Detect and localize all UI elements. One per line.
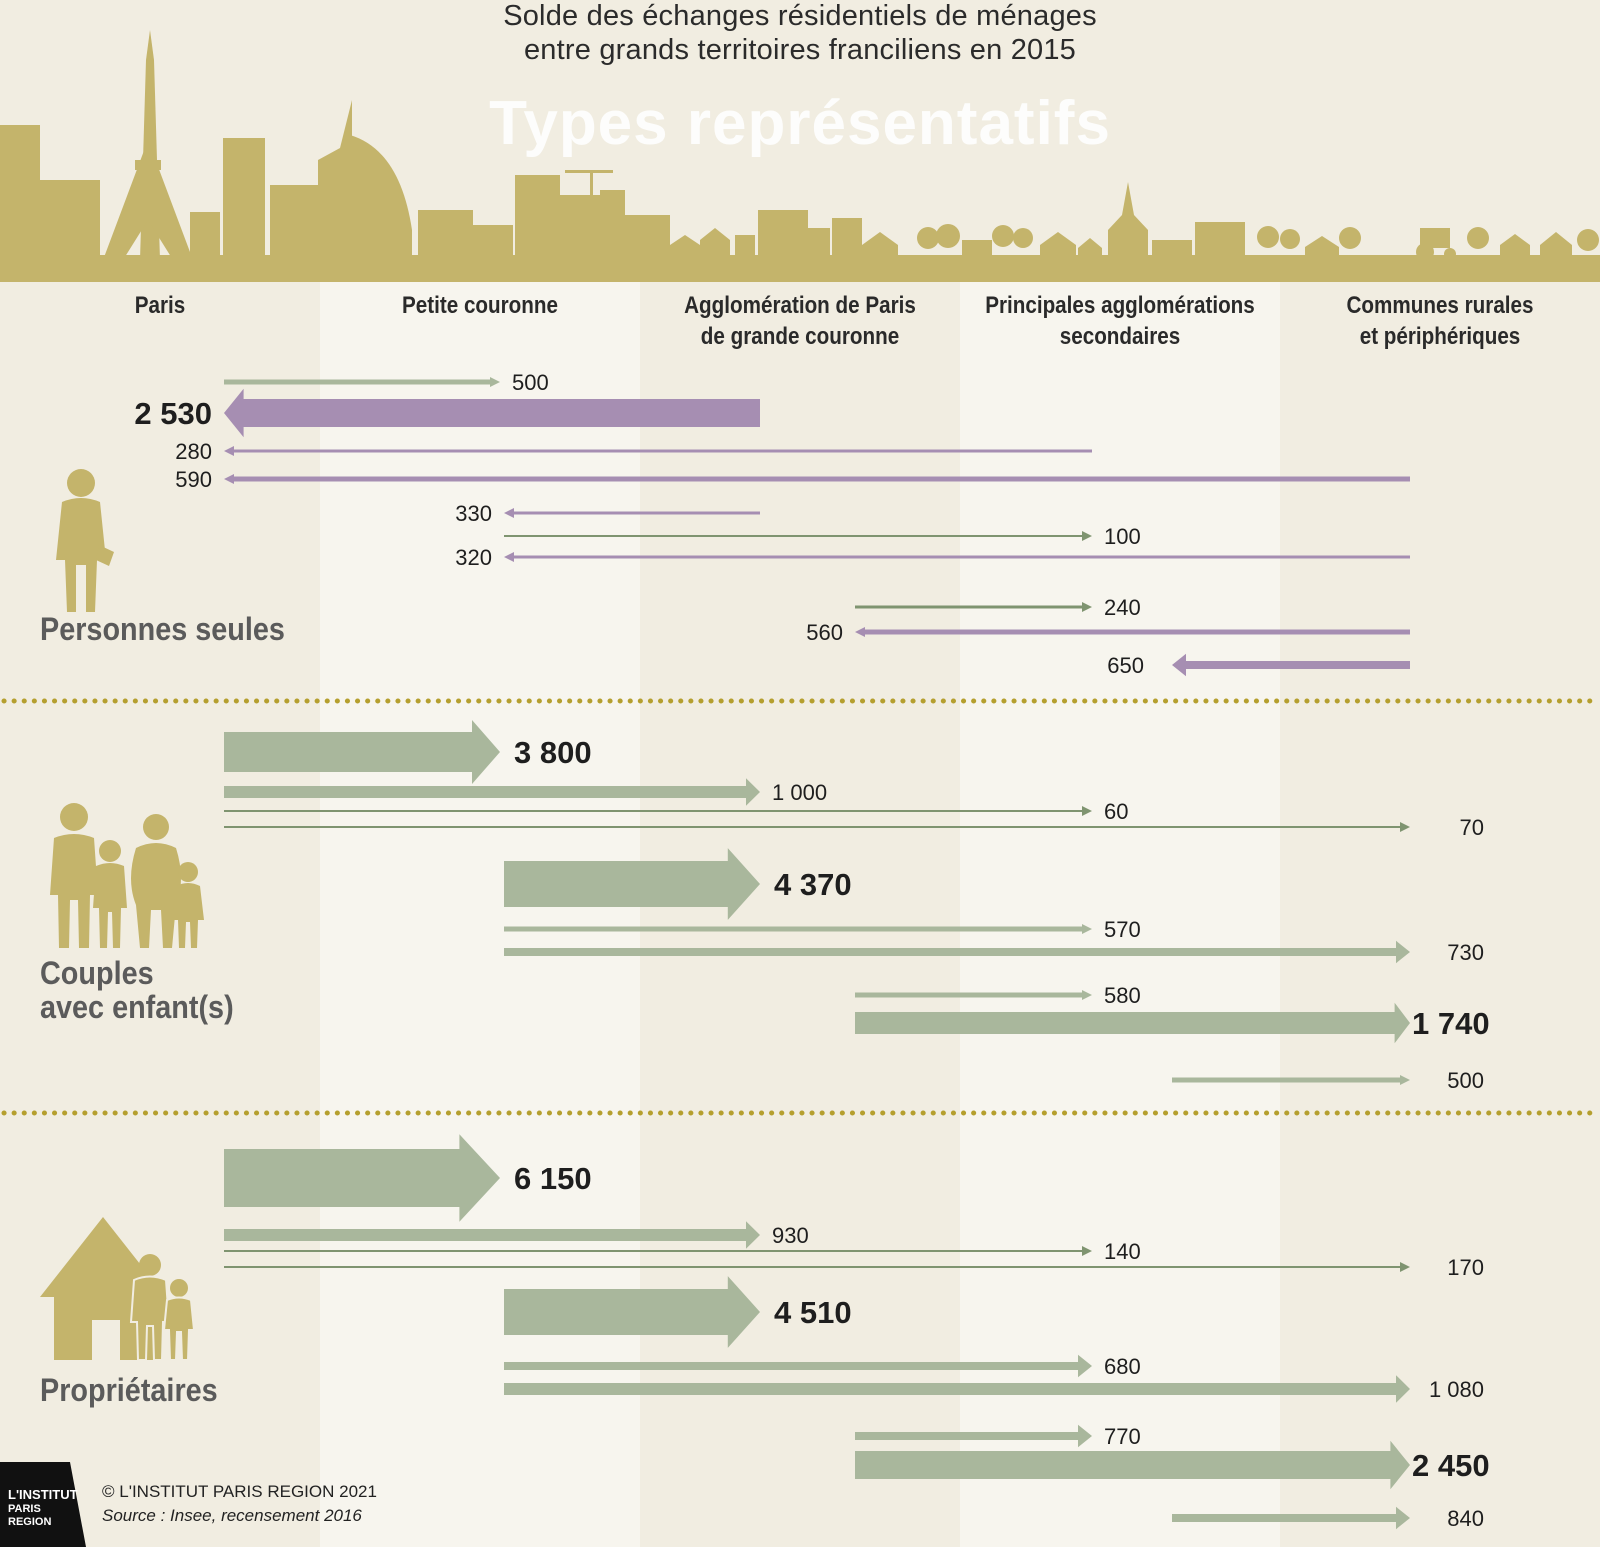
flow-arrow — [504, 1276, 760, 1348]
data-label: 590 — [175, 467, 212, 492]
flow-arrow — [224, 377, 500, 387]
column-header-line: secondaires — [1059, 323, 1181, 350]
flow-arrow — [504, 552, 1410, 562]
house-icon — [40, 1217, 196, 1361]
flow-arrow — [855, 1002, 1410, 1044]
category-label-personnes-seules: Personnes seules — [40, 611, 285, 647]
column-header-line: Agglomération de Paris — [684, 292, 916, 319]
logo-text-line-2: PARIS — [8, 1503, 41, 1515]
data-label: 680 — [1104, 1354, 1141, 1379]
logo-text-line-1: L'INSTITUT — [8, 1487, 78, 1502]
flow-arrow — [504, 940, 1410, 964]
category-label-line: avec enfant(s) — [40, 989, 234, 1025]
data-label: 4 510 — [774, 1295, 852, 1330]
column-header-line: Petite couronne — [402, 292, 558, 319]
data-label: 840 — [1447, 1506, 1484, 1531]
institut-logo — [0, 1462, 86, 1547]
column-header-line: Communes rurales — [1346, 292, 1534, 319]
single-person-icon — [56, 469, 114, 612]
flow-arrow — [855, 602, 1092, 612]
copyright-text: © L'INSTITUT PARIS REGION 2021 — [102, 1482, 377, 1501]
flow-arrow — [224, 1262, 1410, 1272]
data-label: 6 150 — [514, 1161, 592, 1196]
flow-arrow — [224, 388, 760, 438]
flow-arrow — [504, 531, 1092, 541]
column-header-line: Paris — [134, 292, 186, 319]
flow-arrow — [855, 1424, 1092, 1448]
data-label: 1 000 — [772, 780, 827, 805]
data-label: 320 — [455, 545, 492, 570]
flow-arrow — [224, 806, 1092, 816]
flow-arrow — [224, 1221, 760, 1249]
data-label: 2 450 — [1412, 1448, 1490, 1483]
flow-arrow — [1172, 1506, 1410, 1530]
data-label: 500 — [1447, 1068, 1484, 1093]
column-header-paris: Paris — [22, 290, 297, 321]
chart-heading: Types représentatifs — [489, 89, 1111, 158]
flow-arrow — [504, 508, 760, 518]
flow-arrow — [504, 848, 760, 920]
column-header-agglomerations-secondaires: Principales agglomérations secondaires — [974, 290, 1266, 352]
data-label: 240 — [1104, 595, 1141, 620]
data-label: 930 — [772, 1223, 809, 1248]
data-label: 650 — [1107, 653, 1144, 678]
column-header-line: et périphériques — [1359, 323, 1521, 350]
data-label: 100 — [1104, 524, 1141, 549]
chart-title-line-1: Solde des échanges résidentiels de ménag… — [503, 0, 1097, 32]
category-label-couples: Couples avec enfant(s) — [40, 956, 234, 1024]
flow-arrow — [855, 627, 1410, 637]
flow-arrow — [224, 446, 1092, 456]
data-label: 560 — [806, 620, 843, 645]
flow-arrow — [504, 1375, 1410, 1403]
data-label: 3 800 — [514, 735, 592, 770]
data-label: 60 — [1104, 799, 1128, 824]
category-label-line: Couples — [40, 955, 154, 991]
chart-title-line-2: entre grands territoires franciliens en … — [523, 34, 1077, 66]
flow-arrow — [1172, 1075, 1410, 1085]
flow-arrows: 500 2 530 280 590 330 100 320 240 560 650 3 800 1 0… — [134, 370, 1489, 1531]
column-header-agglomeration-paris: Agglomération de Paris de grande couronn… — [662, 290, 937, 352]
data-label: 330 — [455, 501, 492, 526]
data-label: 280 — [175, 439, 212, 464]
flow-arrow — [504, 924, 1092, 934]
data-label: 140 — [1104, 1239, 1141, 1264]
category-label-proprietaires: Propriétaires — [40, 1372, 218, 1408]
flow-arrow — [224, 822, 1410, 832]
data-label: 2 530 — [134, 396, 212, 431]
data-label: 4 370 — [774, 867, 852, 902]
flow-arrow — [224, 778, 760, 806]
flow-arrow — [1172, 653, 1410, 677]
flow-arrow — [855, 1440, 1410, 1490]
group-separators — [1, 698, 1599, 1116]
column-header-line: de grande couronne — [700, 323, 900, 350]
data-label: 580 — [1104, 983, 1141, 1008]
data-label: 70 — [1460, 815, 1484, 840]
source-text: Source : Insee, recensement 2016 — [102, 1506, 362, 1525]
family-icon — [50, 803, 204, 948]
column-header-line: Principales agglomérations — [985, 292, 1255, 319]
data-label: 730 — [1447, 940, 1484, 965]
flow-arrow — [224, 1246, 1092, 1256]
logo-text-line-3: REGION — [8, 1516, 52, 1528]
flow-arrow — [224, 1134, 500, 1222]
column-header-petite-couronne: Petite couronne — [342, 290, 617, 321]
column-header-communes-rurales: Communes rurales et périphériques — [1302, 290, 1577, 352]
data-label: 770 — [1104, 1424, 1141, 1449]
flow-arrow — [224, 474, 1410, 484]
data-label: 500 — [512, 370, 549, 395]
flow-arrow — [504, 1354, 1092, 1378]
flow-arrow — [855, 990, 1092, 1000]
flow-arrow — [224, 720, 500, 784]
data-label: 1 740 — [1412, 1006, 1490, 1041]
data-label: 570 — [1104, 917, 1141, 942]
skyline-illustration — [0, 30, 1600, 282]
data-label: 1 080 — [1429, 1377, 1484, 1402]
column-bands — [0, 282, 1600, 1547]
data-label: 170 — [1447, 1255, 1484, 1280]
